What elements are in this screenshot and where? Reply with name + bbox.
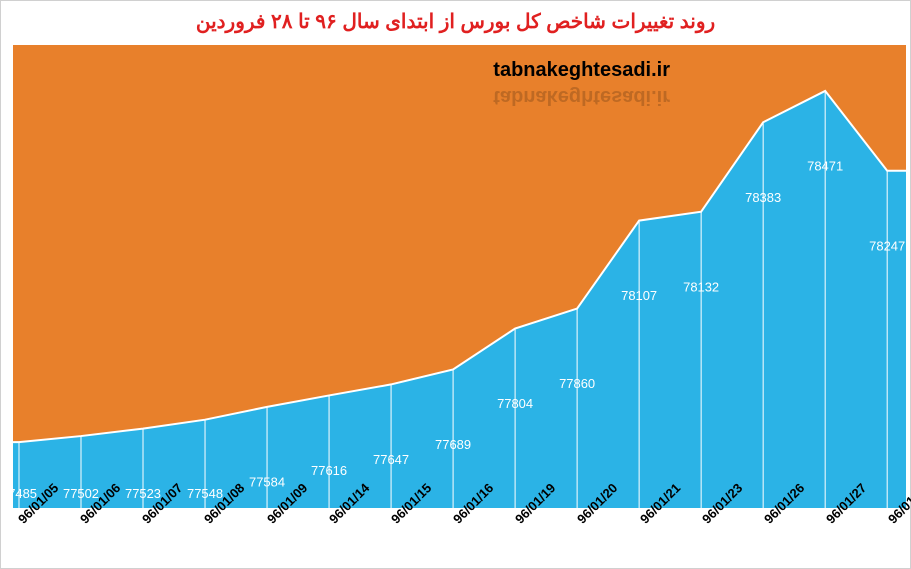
data-point-label: 77860 xyxy=(559,376,595,391)
watermark-reflection: tabnakeghtesadi.ir xyxy=(493,85,670,108)
data-point-label: 78107 xyxy=(621,288,657,303)
data-point-label: 78132 xyxy=(683,279,719,294)
data-point-label: 77689 xyxy=(435,437,471,452)
x-axis-labels: 96/01/0596/01/0696/01/0796/01/0896/01/09… xyxy=(13,508,906,568)
data-point-label: 77804 xyxy=(497,396,533,411)
data-point-label: 78383 xyxy=(745,190,781,205)
data-point-label: 78247 xyxy=(869,238,905,253)
data-point-label: 77647 xyxy=(373,452,409,467)
chart-title: روند تغییرات شاخص کل بورس از ابتدای سال … xyxy=(1,1,910,38)
data-point-label: 77616 xyxy=(311,463,347,478)
chart-container: روند تغییرات شاخص کل بورس از ابتدای سال … xyxy=(0,0,911,569)
data-point-label: 78471 xyxy=(807,159,843,174)
data-point-label: 77584 xyxy=(249,475,285,490)
chart-plot-area: 7748577502775237754877584776167764777689… xyxy=(13,45,906,508)
area-chart-svg: 7748577502775237754877584776167764777689… xyxy=(13,45,906,508)
watermark-text: tabnakeghtesadi.ir xyxy=(493,59,670,82)
